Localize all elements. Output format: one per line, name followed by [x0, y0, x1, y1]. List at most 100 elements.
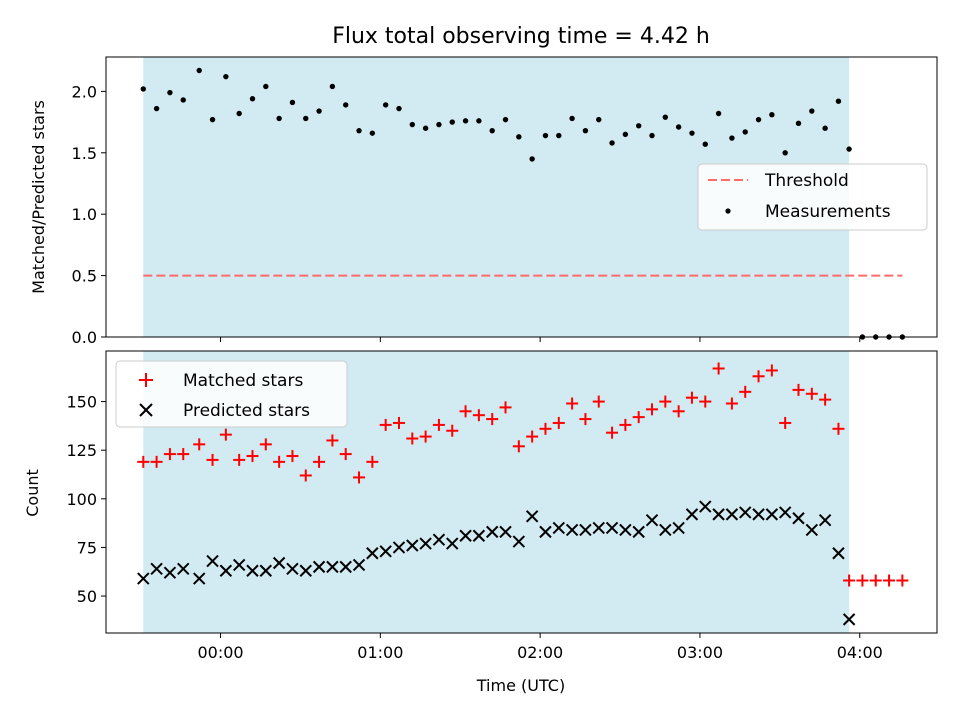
- predicted-star-point: [552, 521, 565, 535]
- top-x-ticks: [220, 337, 861, 342]
- chart-title: Flux total observing time = 4.42 h: [332, 24, 710, 49]
- top-y-tick-label: 0.5: [72, 267, 97, 286]
- predicted-star-point: [685, 508, 699, 521]
- measurement-point: [729, 135, 735, 141]
- measurement-point: [569, 115, 575, 122]
- top-y-ticks: 0.0 0.5 1.0 1.5 2.0: [72, 82, 106, 347]
- measurement-point: [795, 120, 802, 127]
- predicted-star-point: [739, 506, 752, 519]
- matched-star-point: [137, 455, 150, 468]
- matched-star-point: [592, 395, 605, 408]
- measurement-point: [153, 105, 160, 112]
- measurement-point: [635, 123, 642, 129]
- measurement-point: [436, 121, 442, 128]
- matched-star-point: [472, 409, 485, 422]
- predicted-star-point: [672, 521, 685, 535]
- top-panel: 0.00.51.01.52.0 Matched/Predicted stars …: [29, 56, 938, 347]
- legend-measurements-swatch: [725, 208, 731, 214]
- measurement-point: [196, 67, 202, 74]
- matched-star-point: [819, 393, 832, 406]
- measurement-point: [529, 156, 535, 162]
- matched-star-point: [499, 401, 512, 414]
- matched-stars-points: [137, 362, 909, 587]
- bottom-y-ticks: 50 75 100 125 150: [66, 393, 106, 606]
- matched-star-point: [739, 385, 752, 398]
- matched-star-point: [659, 395, 672, 408]
- measurement-point: [369, 130, 376, 136]
- predicted-star-point: [805, 523, 819, 537]
- predicted-star-point: [659, 523, 672, 537]
- x-tick-label: 02:00: [517, 643, 563, 662]
- measurement-point: [742, 129, 748, 135]
- top-y-tick-label: 2.0: [72, 82, 97, 101]
- matched-star-point: [299, 469, 312, 482]
- measurement-point: [662, 114, 669, 120]
- measurement-point: [689, 130, 695, 136]
- legend-matched-swatch: [139, 373, 153, 387]
- predicted-star-point: [752, 508, 765, 521]
- matched-star-point: [459, 405, 472, 418]
- measurement-point: [303, 115, 309, 122]
- predicted-star-point: [312, 560, 326, 574]
- matched-star-point: [193, 438, 206, 451]
- predicted-star-point: [725, 508, 739, 521]
- matched-star-point: [177, 448, 190, 461]
- matched-star-point: [725, 397, 738, 410]
- measurement-point: [209, 116, 216, 123]
- x-tick-label: 03:00: [677, 643, 723, 662]
- predicted-star-point: [605, 521, 619, 535]
- predicted-star-point: [299, 564, 312, 577]
- matched-star-point: [353, 471, 366, 484]
- matched-star-point: [552, 416, 565, 429]
- measurement-point: [702, 141, 708, 147]
- measurement-point: [223, 73, 229, 80]
- predicted-star-point: [712, 508, 725, 521]
- predicted-star-point: [539, 525, 552, 539]
- matched-star-point: [392, 416, 405, 429]
- bottom-y-tick-label: 50: [77, 587, 97, 606]
- predicted-star-point: [459, 529, 472, 542]
- measurement-point: [556, 132, 562, 139]
- measurement-point: [755, 116, 762, 123]
- predicted-star-point: [778, 506, 792, 519]
- matched-star-point: [805, 387, 818, 400]
- matched-star-point: [486, 413, 499, 426]
- measurement-point: [140, 86, 146, 92]
- measurement-point: [462, 118, 469, 124]
- measurement-point: [715, 110, 722, 117]
- matched-star-point: [832, 422, 845, 435]
- legend-predicted-swatch: [139, 403, 153, 417]
- predicted-star-point: [272, 556, 286, 570]
- matched-star-point: [752, 370, 765, 383]
- bottom-legend: Matched stars Predicted stars: [115, 360, 348, 428]
- measurement-point: [422, 125, 429, 131]
- legend-matched-label: Matched stars: [183, 371, 303, 391]
- x-axis-label: Time (UTC): [476, 676, 565, 695]
- measurement-point: [649, 132, 655, 139]
- predicted-star-point: [818, 513, 832, 527]
- matched-star-point: [366, 455, 379, 468]
- matched-star-point: [579, 413, 592, 426]
- matched-star-point: [379, 418, 392, 431]
- predicted-star-point: [163, 566, 177, 579]
- matched-star-point: [339, 448, 352, 461]
- predicted-star-point: [645, 513, 659, 527]
- bottom-y-axis-label: Count: [23, 469, 42, 517]
- predicted-star-point: [406, 539, 419, 552]
- predicted-star-point: [219, 564, 233, 577]
- predicted-star-point: [352, 558, 366, 572]
- matched-star-point: [632, 411, 645, 424]
- measurement-point: [769, 112, 775, 118]
- predicted-star-point: [246, 564, 259, 577]
- measurement-point: [609, 140, 615, 146]
- measurement-point: [596, 116, 602, 123]
- predicted-star-point: [579, 523, 592, 537]
- measurement-point: [382, 102, 389, 108]
- matched-star-point: [419, 430, 432, 443]
- measurement-point: [276, 115, 282, 122]
- measurement-point: [542, 132, 549, 139]
- measurement-point: [249, 96, 256, 102]
- measurement-point: [582, 127, 589, 134]
- measurement-point: [489, 127, 495, 134]
- predicted-star-point: [485, 525, 499, 539]
